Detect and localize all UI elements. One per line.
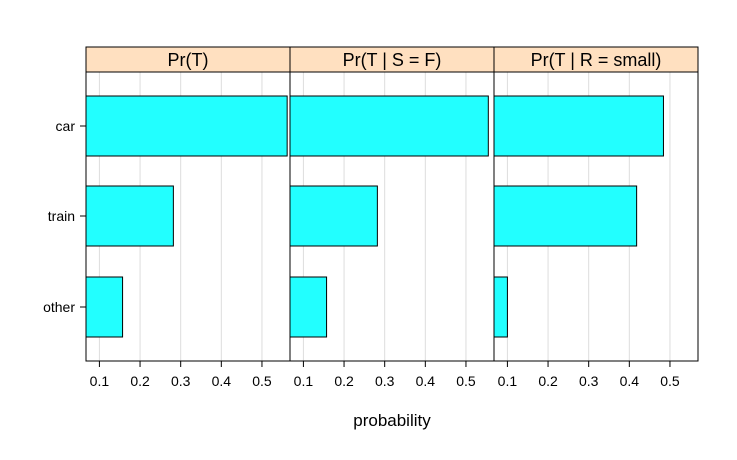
x-tick-label: 0.5 [252,373,272,389]
strip-header [85,46,291,73]
bar-train [289,185,378,247]
x-tick-label: 0.5 [660,373,680,389]
x-axis-label: probability [353,411,431,430]
bar-car [85,95,288,157]
panel-title: Pr(T) [168,50,209,70]
strips-layer: Pr(T) Pr(T | S = F) Pr(T | R = small) [85,46,699,73]
bar-train [493,185,638,247]
x-tick-label: 0.2 [334,373,354,389]
x-tick-label: 0.4 [620,373,640,389]
y-tick-label: car [56,118,76,134]
bar-other [289,276,328,338]
panel-title: Pr(T | R = small) [531,50,662,70]
bar-train [85,185,174,247]
panel-title: Pr(T | S = F) [343,50,442,70]
x-tick-label: 0.2 [538,373,558,389]
axes-layer: 0.1 0.2 0.3 0.4 0.5 0.1 0.2 0.3 0.4 0.5 0.1 0.2 0.3 0… [43,118,680,389]
x-tick-label: 0.1 [90,373,110,389]
bar-other [493,276,508,338]
y-tick-label: train [48,208,75,224]
x-tick-label: 0.5 [456,373,476,389]
strip-header [493,46,699,73]
x-tick-label: 0.1 [294,373,314,389]
bar-car [493,95,664,157]
y-tick-label: other [43,299,75,315]
strip-header [289,46,495,73]
x-tick-label: 0.4 [416,373,436,389]
x-tick-label: 0.3 [375,373,395,389]
bar-other [85,276,124,338]
bar-car [289,95,489,157]
bars-layer [85,95,664,338]
x-tick-label: 0.4 [212,373,232,389]
x-tick-label: 0.3 [579,373,599,389]
x-tick-label: 0.2 [130,373,150,389]
x-tick-label: 0.3 [171,373,191,389]
x-tick-label: 0.1 [498,373,518,389]
